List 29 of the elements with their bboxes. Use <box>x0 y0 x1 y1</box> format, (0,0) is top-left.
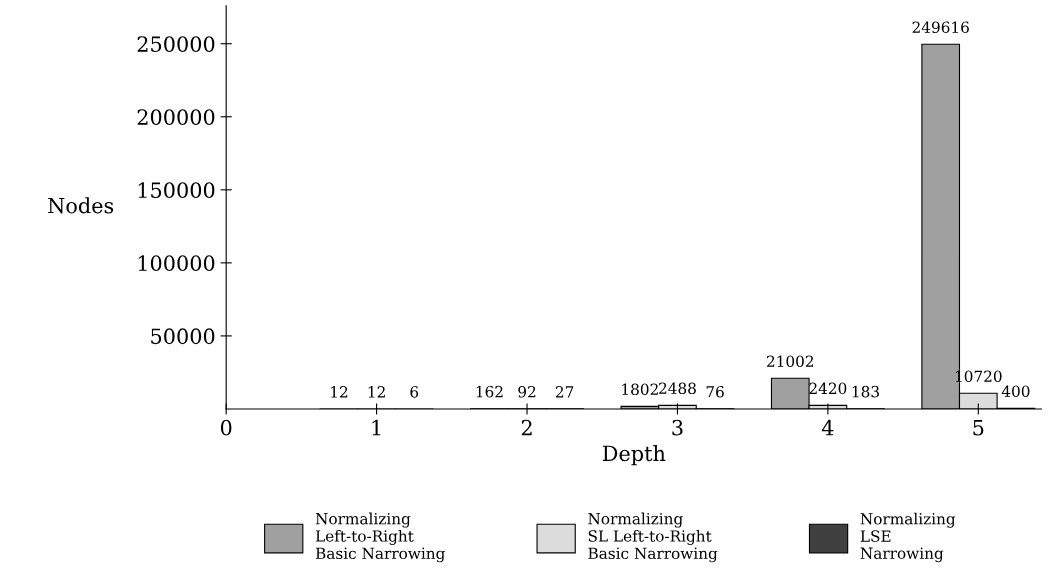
data-label: 249616 <box>912 21 969 34</box>
y-tick-label: 100000 <box>138 255 215 272</box>
y-tick-label: 200000 <box>137 109 215 125</box>
x-tick-label: 4 <box>821 419 834 436</box>
x-tick-label: 3 <box>672 419 683 436</box>
x-tick-label: 5 <box>973 420 984 436</box>
data-label: 400 <box>1001 385 1030 398</box>
x-tick-label: 0 <box>220 419 232 436</box>
data-label: 21002 <box>767 355 814 367</box>
data-label: 183 <box>852 385 879 398</box>
data-label: 2488 <box>659 382 696 395</box>
y-tick-label: 150000 <box>138 182 215 199</box>
data-label: 6 <box>410 386 419 398</box>
data-label: 76 <box>706 386 724 398</box>
data-label: 12 <box>331 386 348 398</box>
y-tick-label: 50000 <box>151 328 215 345</box>
x-axis-title: Depth <box>602 445 666 466</box>
x-tick-label: 1 <box>372 419 381 436</box>
data-label: 1802 <box>622 383 658 396</box>
data-label: 92 <box>518 385 536 398</box>
legend-label: Normalizing SL Left-to-Right Basic Narrowing <box>588 512 718 563</box>
data-label: 27 <box>555 386 574 398</box>
y-axis-title: Nodes <box>48 197 114 214</box>
data-label: 162 <box>476 385 503 398</box>
data-label: 12 <box>368 386 385 398</box>
legend-label: Normalizing Left-to-Right Basic Narrowing <box>315 512 445 563</box>
y-tick-label: 250000 <box>137 36 215 52</box>
x-tick-label: 2 <box>521 419 532 436</box>
legend-label: Normalizing LSE Narrowing <box>860 512 956 563</box>
